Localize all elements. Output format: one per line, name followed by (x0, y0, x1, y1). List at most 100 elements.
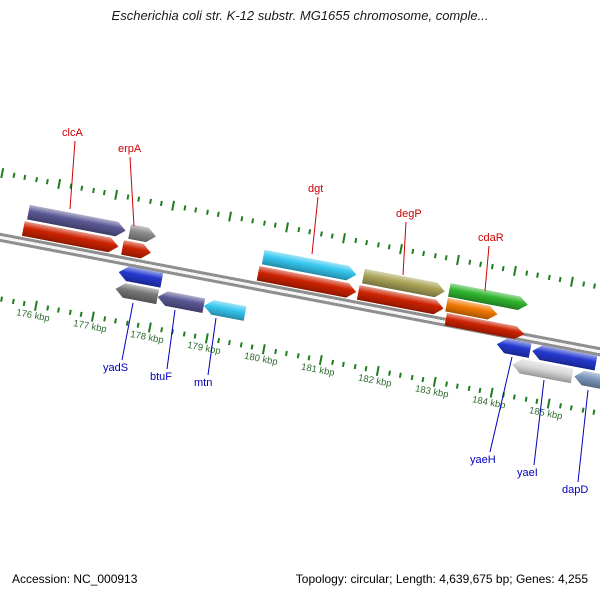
ruler-tick (399, 244, 403, 255)
gene-label-clcA[interactable]: clcA (62, 127, 83, 139)
gene-label-dapD[interactable]: dapD (562, 484, 589, 496)
ruler-tick (433, 253, 437, 259)
ruler-tick (308, 229, 312, 235)
ruler-label: 184 kbp (471, 394, 507, 412)
gene-label-yaeI[interactable]: yaeI (517, 467, 538, 479)
ruler-tick (479, 261, 483, 268)
ruler-tick (353, 237, 357, 244)
ruler-tick (45, 305, 49, 311)
gene-label-cdaR[interactable]: cdaR (478, 232, 504, 244)
ruler-tick (23, 174, 27, 181)
ruler-tick (342, 361, 346, 368)
ruler-tick (410, 248, 414, 254)
ruler-tick (57, 178, 62, 190)
ruler-tick (11, 298, 15, 305)
ruler-tick (205, 209, 209, 215)
ruler-tick (444, 381, 448, 387)
ruler-tick (365, 239, 369, 246)
genome-summary-text: Topology: circular; Length: 4,639,675 bp… (295, 572, 588, 586)
genome-track[interactable]: 176 kbp 177 kbp 178 kbp 179 kbp 180 kbp … (0, 98, 600, 488)
ruler-tick (331, 233, 335, 239)
accession-text: Accession: NC_000913 (12, 572, 138, 586)
ruler-tick (46, 179, 50, 185)
ruler-tick (148, 198, 152, 204)
ruler-label: 182 kbp (357, 372, 393, 390)
ruler-tick (445, 255, 449, 261)
gene-label-erpA[interactable]: erpA (118, 143, 142, 155)
ruler-label: 180 kbp (243, 350, 279, 368)
ruler-tick (137, 196, 141, 202)
gene-arrow-dapD[interactable] (573, 369, 600, 395)
ruler-tick (125, 320, 129, 326)
ruler-tick (239, 342, 243, 348)
ruler-tick (204, 333, 209, 344)
ruler-tick (137, 322, 140, 328)
ruler-tick (456, 383, 459, 389)
ruler-tick (330, 359, 334, 365)
ruler-tick (114, 189, 119, 200)
gene-label-yadS[interactable]: yadS (103, 362, 129, 374)
ruler-tick (318, 354, 323, 366)
gene-label-mtn[interactable]: mtn (194, 377, 213, 389)
ruler-tick (69, 183, 73, 189)
ruler-tick (536, 272, 540, 278)
ruler-tick (228, 211, 233, 222)
ruler-tick (524, 270, 528, 276)
ruler-tick (194, 207, 198, 213)
ruler-tick (68, 309, 72, 315)
ruler-tick (432, 376, 437, 387)
ruler-tick (57, 307, 61, 313)
ruler-tick (387, 370, 391, 376)
ruler-tick (307, 355, 311, 361)
status-bar: Accession: NC_000913 Topology: circular;… (0, 572, 600, 586)
ruler-tick (171, 200, 176, 211)
ruler-tick (0, 296, 4, 302)
ruler-tick (353, 363, 357, 370)
ruler-tick (182, 331, 186, 337)
ruler-tick (228, 340, 232, 346)
ruler-tick (147, 322, 152, 333)
ruler-tick (262, 220, 266, 226)
ruler-tick (364, 366, 368, 372)
gene-arrow-btuF[interactable] (156, 290, 205, 314)
ruler-tick (91, 187, 95, 194)
sequence-title: Escherichia coli str. K-12 substr. MG165… (111, 8, 489, 23)
gene-arrow-mtn[interactable] (203, 298, 247, 321)
ruler-tick (80, 185, 84, 191)
gene-arrow-erpA[interactable] (128, 224, 157, 244)
ruler-tick (342, 233, 346, 244)
gene-label-yaeH[interactable]: yaeH (470, 454, 496, 466)
ruler-tick (250, 344, 254, 350)
ruler-tick (478, 387, 482, 394)
ruler-tick (160, 200, 164, 207)
ruler-tick (513, 265, 517, 276)
ruler-tick (0, 167, 5, 179)
ruler-tick (581, 407, 585, 413)
ruler-tick (502, 266, 505, 272)
ruler-tick (546, 398, 551, 409)
ruler-tick (274, 222, 278, 228)
ruler-tick (261, 344, 266, 355)
ruler-label: 176 kbp (15, 307, 51, 325)
ruler-tick (34, 176, 38, 183)
ruler-tick (467, 385, 471, 391)
ruler-tick (570, 405, 573, 411)
ruler-tick (251, 218, 255, 224)
gene-label-degP[interactable]: degP (396, 208, 422, 220)
ruler-tick (422, 250, 426, 257)
ruler-tick (296, 226, 300, 233)
ruler-tick (535, 398, 539, 405)
ruler-tick (501, 392, 505, 398)
ruler-tick (558, 403, 562, 409)
ruler-label: 181 kbp (300, 361, 336, 379)
ruler-tick (80, 311, 83, 318)
ruler-tick (467, 259, 471, 265)
gene-label-btuF[interactable]: btuF (150, 371, 173, 383)
gene-label-dgt[interactable]: dgt (308, 183, 324, 195)
ruler-tick (410, 374, 414, 381)
ruler-tick (524, 396, 528, 402)
ruler-tick (456, 254, 460, 266)
ruler-tick (240, 216, 243, 222)
ruler-label: 179 kbp (186, 339, 222, 358)
ruler-label: 178 kbp (129, 329, 165, 347)
